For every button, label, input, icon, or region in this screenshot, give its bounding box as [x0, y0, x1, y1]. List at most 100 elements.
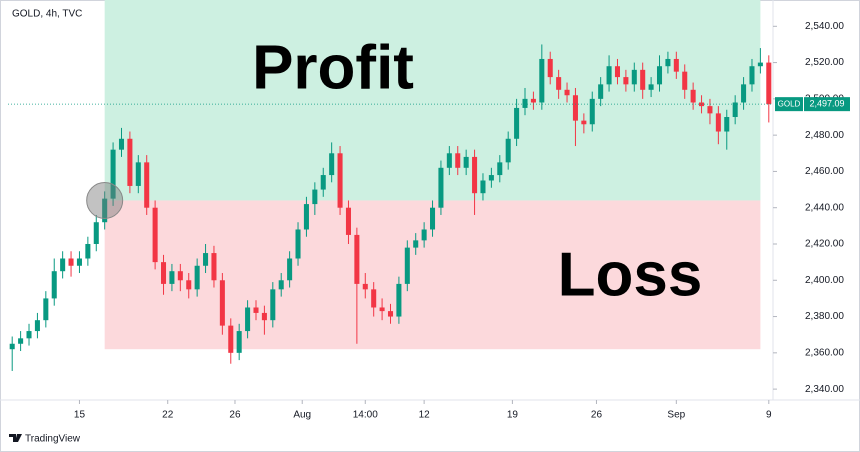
- candle-body: [60, 258, 66, 272]
- candle-body: [724, 117, 730, 132]
- candle-body: [430, 207, 436, 230]
- candle-body: [413, 240, 419, 248]
- x-tick-label: 12: [419, 410, 431, 421]
- x-tick-label: 26: [591, 410, 603, 421]
- y-tick-label: 2,440.00: [805, 202, 844, 213]
- candle-body: [18, 338, 24, 344]
- candle-body: [295, 229, 301, 259]
- candle-body: [396, 283, 402, 317]
- candle-body: [472, 156, 478, 194]
- candle-body: [547, 58, 553, 78]
- y-tick-label: 2,420.00: [805, 239, 844, 250]
- candle-body: [203, 253, 209, 266]
- candle-body: [102, 198, 108, 223]
- candle-body: [665, 58, 671, 67]
- candle-body: [236, 331, 242, 353]
- candle-body: [648, 84, 654, 90]
- y-tick-label: 2,540.00: [805, 21, 844, 32]
- candle-body: [320, 175, 326, 190]
- candle-body: [85, 243, 91, 259]
- candle-body: [404, 247, 410, 284]
- candle-body: [673, 58, 679, 72]
- candle-body: [110, 149, 116, 199]
- candle-body: [371, 289, 377, 308]
- candle-body: [572, 95, 578, 121]
- entry-marker: [86, 181, 124, 219]
- candle-body: [93, 222, 99, 244]
- candle-body: [169, 271, 175, 284]
- x-tick-label: 19: [507, 410, 519, 421]
- candle-body: [9, 343, 15, 350]
- candle-body: [253, 307, 259, 313]
- candle-body: [194, 265, 200, 290]
- candle-body: [329, 153, 335, 176]
- candle-body: [68, 258, 74, 266]
- candle-body: [581, 120, 587, 125]
- candle-body: [345, 207, 351, 235]
- candle-body: [362, 283, 368, 290]
- candle-body: [690, 89, 696, 103]
- candle-body: [749, 66, 755, 85]
- y-tick-label: 2,460.00: [805, 166, 844, 177]
- logo: TradingView: [9, 434, 81, 445]
- last-price-label: 2,497.09: [809, 99, 844, 109]
- candle-body: [598, 84, 604, 99]
- candle-body: [438, 167, 444, 208]
- candle-body: [135, 162, 141, 186]
- x-tick-label: 14:00: [353, 410, 378, 421]
- x-tick-label: 9: [766, 410, 772, 421]
- candle-body: [337, 153, 343, 208]
- y-tick-label: 2,480.00: [805, 130, 844, 141]
- candle-body: [26, 331, 32, 339]
- candle-body: [488, 175, 494, 181]
- x-tick-label: 15: [74, 410, 86, 421]
- candle-body: [741, 84, 747, 103]
- candle-body: [539, 58, 545, 103]
- y-tick-label: 2,340.00: [805, 384, 844, 395]
- candle-body: [51, 271, 57, 299]
- candle-body: [43, 298, 49, 321]
- x-tick-label: Sep: [667, 410, 685, 421]
- x-tick-label: Aug: [293, 410, 311, 421]
- candle-body: [656, 66, 663, 85]
- candle-body: [623, 77, 629, 85]
- candle-body: [497, 162, 503, 176]
- candle-body: [211, 253, 217, 281]
- loss-label: Loss: [558, 240, 703, 309]
- candle-body: [152, 207, 158, 263]
- candle-body: [530, 98, 536, 103]
- candle-body: [682, 71, 688, 90]
- candle-body: [589, 98, 595, 125]
- candle-body: [261, 312, 267, 321]
- profit-label: Profit: [252, 33, 414, 102]
- last-price-tag: [804, 97, 850, 112]
- x-tick-label: 26: [229, 410, 241, 421]
- candle-body: [446, 153, 452, 168]
- candle-body: [144, 162, 150, 208]
- profit-zone: [104, 0, 761, 201]
- candle-body: [522, 98, 528, 108]
- candle-body: [455, 153, 461, 168]
- candle-body: [127, 138, 133, 186]
- candle-body: [564, 89, 570, 96]
- x-tick-label: 22: [162, 410, 174, 421]
- candle-body: [161, 262, 167, 284]
- candle-body: [606, 66, 612, 85]
- candle-body: [387, 311, 394, 317]
- candle-body: [118, 138, 125, 150]
- y-tick-label: 2,380.00: [805, 311, 844, 322]
- candle-body: [287, 258, 293, 281]
- candle-body: [379, 307, 385, 312]
- logo-icon: [9, 434, 22, 442]
- candle-body: [186, 280, 192, 290]
- candle-body: [354, 234, 360, 284]
- candle-body: [640, 69, 646, 90]
- symbol-tag-label: GOLD: [778, 99, 801, 108]
- candle-body: [505, 138, 511, 163]
- candle-body: [76, 258, 82, 266]
- candle-body: [766, 62, 772, 105]
- candle-body: [219, 280, 225, 326]
- chart-header: GOLD, 4h, TVC: [12, 9, 82, 20]
- candle-body: [463, 156, 469, 168]
- candle-body: [228, 325, 234, 353]
